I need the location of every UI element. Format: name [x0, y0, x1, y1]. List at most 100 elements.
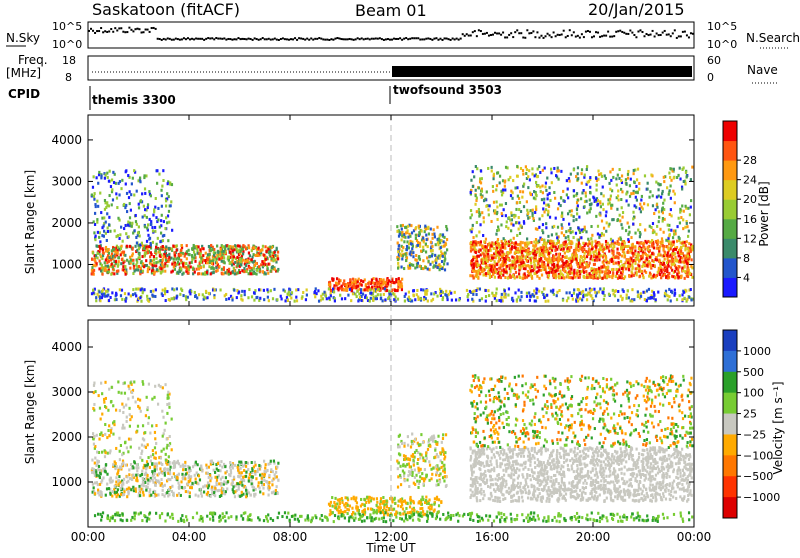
heatmap-cell: [673, 176, 675, 179]
heatmap-cell: [412, 251, 414, 254]
heatmap-cell: [397, 267, 399, 270]
nsky-point: [314, 38, 316, 40]
heatmap-cell: [130, 193, 132, 196]
nsky-point: [229, 38, 231, 40]
heatmap-cell: [589, 272, 591, 275]
heatmap-cell: [446, 228, 448, 231]
heatmap-cell: [407, 225, 409, 228]
heatmap-cell: [107, 265, 109, 268]
heatmap-cell: [510, 211, 512, 214]
heatmap-cell: [665, 239, 667, 242]
heatmap-cell: [555, 269, 557, 272]
heatmap-cell: [633, 172, 635, 175]
heatmap-cell: [519, 299, 521, 302]
heatmap-cell: [553, 258, 555, 261]
heatmap-cell: [522, 241, 524, 244]
heatmap-cell: [502, 274, 504, 277]
heatmap-cell: [139, 296, 141, 299]
heatmap-cell: [601, 277, 603, 280]
heatmap-cell: [200, 252, 202, 255]
heatmap-cell: [527, 186, 529, 189]
heatmap-cell: [145, 259, 147, 262]
heatmap-cell: [200, 266, 202, 269]
nsky-point: [545, 35, 547, 37]
heatmap-cell: [91, 258, 93, 261]
nsky-point: [488, 35, 490, 37]
heatmap-cell: [520, 241, 522, 244]
heatmap-cell: [564, 256, 566, 259]
heatmap-cell: [587, 265, 589, 268]
heatmap-cell: [219, 288, 221, 291]
heatmap-cell: [95, 244, 97, 247]
heatmap-cell: [290, 297, 292, 300]
heatmap-cell: [522, 261, 524, 264]
heatmap-cell: [127, 174, 129, 177]
heatmap-cell: [630, 178, 632, 181]
heatmap-cell: [670, 299, 672, 302]
heatmap-cell: [414, 298, 416, 301]
heatmap-cell: [242, 244, 244, 247]
heatmap-cell: [557, 207, 559, 210]
heatmap-cell: [553, 255, 555, 258]
heatmap-cell: [146, 227, 148, 230]
heatmap-cell: [446, 238, 448, 241]
heatmap-cell: [379, 293, 381, 296]
heatmap-cell: [471, 264, 473, 267]
heatmap-cell: [687, 235, 689, 238]
heatmap-cell: [152, 241, 154, 244]
heatmap-cell: [133, 267, 135, 270]
colorbar-swatch: [723, 258, 737, 278]
heatmap-cell: [640, 199, 642, 202]
nsky-point: [157, 38, 159, 40]
heatmap-cell: [677, 276, 679, 279]
heatmap-cell: [537, 262, 539, 265]
heatmap-cell: [666, 245, 668, 248]
cpid-segment-2: twofsound 3503: [393, 83, 502, 97]
nsky-point: [547, 33, 549, 35]
heatmap-cell: [573, 250, 575, 253]
nsky-point: [524, 37, 526, 39]
heatmap-cell: [170, 200, 172, 203]
heatmap-cell: [100, 211, 102, 214]
heatmap-cell: [527, 211, 529, 214]
heatmap-cell: [334, 299, 336, 302]
nsky-point: [207, 37, 209, 39]
heatmap-cell: [517, 296, 519, 299]
heatmap-cell: [553, 167, 555, 170]
nsky-point: [621, 31, 623, 33]
heatmap-cell: [686, 298, 688, 301]
heatmap-cell: [454, 291, 456, 294]
heatmap-cell: [543, 198, 545, 201]
heatmap-cell: [185, 490, 187, 493]
heatmap-cell: [651, 252, 653, 255]
heatmap-cell: [597, 232, 599, 235]
heatmap-cell: [614, 294, 616, 297]
nsky-point: [302, 38, 304, 40]
heatmap-cell: [415, 226, 417, 229]
heatmap-cell: [338, 278, 340, 281]
heatmap-cell: [506, 220, 508, 223]
heatmap-cell: [538, 277, 540, 280]
heatmap-cell: [140, 300, 142, 303]
heatmap-cell: [166, 254, 168, 257]
heatmap-cell: [489, 276, 491, 279]
heatmap-cell: [555, 253, 557, 256]
heatmap-cell: [154, 206, 156, 209]
heatmap-cell: [571, 254, 573, 257]
heatmap-cell: [572, 298, 574, 301]
heatmap-cell: [526, 253, 528, 256]
heatmap-cell: [98, 245, 100, 248]
heatmap-cell: [126, 192, 128, 195]
heatmap-cell: [481, 177, 483, 180]
heatmap-cell: [184, 464, 186, 467]
heatmap-cell: [353, 284, 355, 287]
heatmap-cell: [479, 272, 481, 275]
heatmap-cell: [276, 248, 278, 251]
heatmap-cell: [101, 273, 103, 276]
heatmap-cell: [223, 257, 225, 260]
heatmap-cell: [98, 267, 100, 270]
heatmap-cell: [200, 257, 202, 260]
nsky-point: [413, 37, 415, 39]
heatmap-cell: [659, 273, 661, 276]
heatmap-cell: [667, 298, 669, 301]
